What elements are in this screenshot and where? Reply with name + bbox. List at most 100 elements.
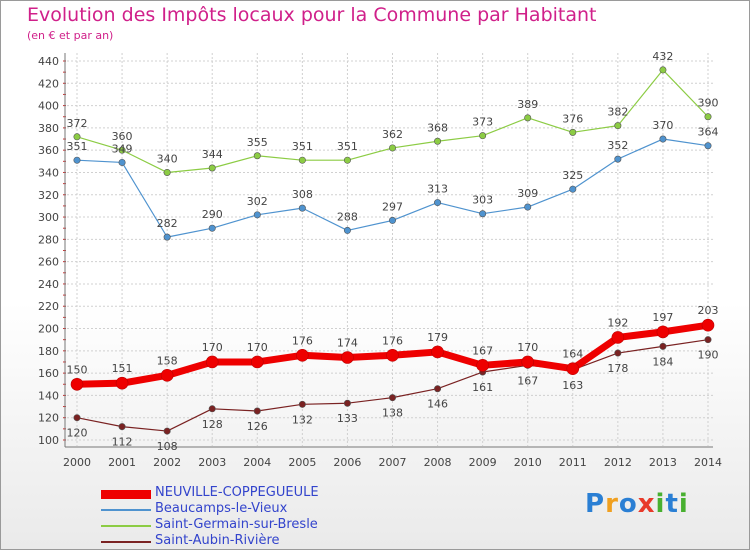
- data-label: 282: [157, 217, 178, 230]
- data-label: 313: [427, 183, 448, 196]
- data-point: [208, 224, 216, 232]
- chart-title: Evolution des Impôts locaux pour la Comm…: [27, 4, 597, 26]
- data-point: [656, 325, 670, 339]
- x-tick-label: 2002: [153, 456, 181, 469]
- data-label: 170: [202, 341, 223, 354]
- data-label: 373: [472, 116, 493, 129]
- data-label: 108: [157, 440, 178, 453]
- data-label: 170: [517, 341, 538, 354]
- y-tick-label: 200: [38, 323, 59, 336]
- data-label: 309: [517, 187, 538, 200]
- x-tick-label: 2010: [514, 456, 542, 469]
- legend-swatch: [101, 509, 151, 511]
- data-point: [163, 233, 171, 241]
- legend-label: Beaucamps-le-Vieux: [155, 501, 288, 516]
- y-tick-label: 400: [38, 100, 59, 113]
- y-tick-label: 360: [38, 144, 59, 157]
- x-tick-label: 2011: [559, 456, 587, 469]
- data-point: [611, 331, 625, 344]
- x-tick-label: 2005: [288, 456, 316, 469]
- data-label: 360: [112, 130, 133, 143]
- data-point: [566, 362, 580, 375]
- data-point: [73, 414, 81, 422]
- y-tick-label: 380: [38, 122, 59, 135]
- data-point: [614, 122, 622, 130]
- data-label: 163: [562, 379, 583, 392]
- data-point: [296, 348, 309, 362]
- data-label: 167: [517, 374, 538, 387]
- data-point: [388, 394, 396, 402]
- y-tick-label: 220: [38, 300, 59, 313]
- y-tick-label: 440: [38, 55, 59, 68]
- data-point: [70, 377, 84, 391]
- x-tick-label: 2014: [694, 456, 722, 469]
- legend-label: Saint-Germain-sur-Bresle: [155, 517, 318, 532]
- y-tick-label: 100: [38, 434, 59, 447]
- y-tick-label: 120: [38, 412, 59, 425]
- data-label: 376: [562, 112, 583, 125]
- data-label: 355: [247, 136, 268, 149]
- y-tick-label: 180: [38, 345, 59, 358]
- data-label: 325: [562, 169, 583, 182]
- data-point: [343, 399, 351, 407]
- data-point: [205, 355, 219, 369]
- data-point: [659, 66, 667, 74]
- data-label: 389: [517, 98, 538, 111]
- legend-label: NEUVILLE-COPPEGUEULE: [155, 485, 319, 500]
- data-point: [614, 349, 622, 357]
- data-label: 184: [652, 355, 673, 368]
- data-point: [701, 318, 715, 332]
- data-label: 390: [698, 97, 719, 110]
- data-point: [479, 132, 487, 140]
- data-point: [388, 144, 396, 152]
- data-point: [253, 211, 261, 219]
- x-tick-label: 2004: [243, 456, 271, 469]
- legend-label: Saint-Aubin-Rivière: [155, 533, 280, 548]
- data-label: 126: [247, 420, 268, 433]
- data-point: [431, 345, 444, 359]
- y-tick-label: 320: [38, 189, 59, 202]
- data-point: [524, 203, 532, 211]
- data-label: 351: [292, 140, 313, 153]
- data-point: [163, 427, 171, 435]
- data-point: [524, 114, 532, 122]
- data-label: 158: [157, 354, 178, 367]
- data-label: 164: [562, 348, 583, 361]
- x-tick-label: 2007: [379, 456, 407, 469]
- y-tick-label: 280: [38, 233, 59, 246]
- data-point: [704, 336, 712, 344]
- data-label: 176: [292, 334, 313, 347]
- y-tick-label: 260: [38, 256, 59, 269]
- data-label: 128: [202, 418, 223, 431]
- data-label: 344: [202, 148, 223, 161]
- x-tick-label: 2006: [333, 456, 361, 469]
- data-point: [614, 155, 622, 163]
- y-tick-label: 420: [38, 77, 59, 90]
- data-point: [569, 185, 577, 193]
- data-label: 290: [202, 208, 223, 221]
- data-label: 370: [652, 119, 673, 132]
- data-label: 372: [67, 117, 88, 130]
- data-point: [118, 158, 126, 166]
- x-tick-label: 2001: [108, 456, 136, 469]
- x-tick-label: 2009: [469, 456, 497, 469]
- data-label: 170: [247, 341, 268, 354]
- data-point: [118, 423, 126, 431]
- x-tick-label: 2003: [198, 456, 226, 469]
- chart-subtitle: (en € et par an): [27, 29, 114, 42]
- data-point: [434, 137, 442, 145]
- data-label: 382: [607, 106, 628, 119]
- y-tick-label: 340: [38, 166, 59, 179]
- data-label: 362: [382, 128, 403, 141]
- x-tick-label: 2013: [649, 456, 677, 469]
- data-label: 112: [112, 436, 133, 449]
- data-label: 190: [698, 349, 719, 362]
- data-point: [569, 128, 577, 136]
- x-tick-label: 2012: [604, 456, 632, 469]
- data-point: [388, 216, 396, 224]
- data-point: [341, 351, 354, 364]
- data-label: 179: [427, 331, 448, 344]
- data-point: [659, 342, 667, 350]
- data-label: 340: [157, 152, 178, 165]
